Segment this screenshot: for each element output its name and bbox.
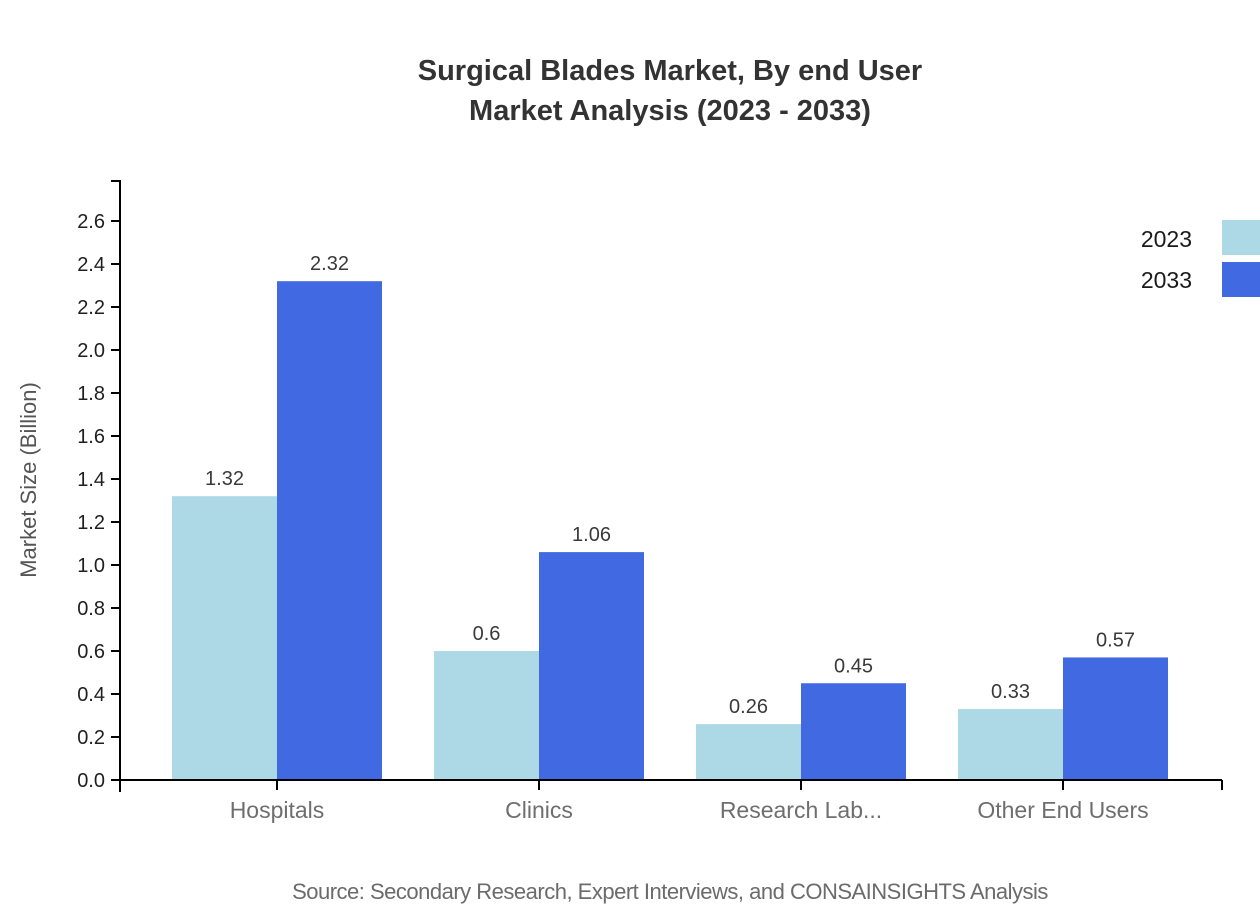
- bar-value-label: 2.32: [310, 253, 349, 275]
- y-tick-label: 2.4: [77, 254, 105, 276]
- chart-title-line2: Market Analysis (2023 - 2033): [469, 95, 871, 127]
- bar-2033-hospitals: [277, 281, 382, 780]
- bar-value-label: 0.45: [834, 655, 873, 677]
- legend-swatch-2033: [1222, 262, 1260, 297]
- y-tick-label: 0.4: [77, 684, 105, 706]
- bar-2023-hospitals: [172, 496, 277, 780]
- legend: 2023 2033: [1141, 220, 1260, 297]
- y-tick-label: 1.0: [77, 555, 105, 577]
- y-tick-label: 2.6: [77, 211, 105, 233]
- bar-2023-clinics: [434, 651, 539, 780]
- x-category-label: Other End Users: [977, 797, 1148, 823]
- bar-2033-research-lab-: [801, 683, 906, 780]
- legend-label-2033: 2033: [1141, 267, 1192, 293]
- bar-2023-other-end-users: [958, 709, 1063, 780]
- y-tick-label: 1.8: [77, 383, 105, 405]
- y-tick-label: 0.8: [77, 598, 105, 620]
- x-category-label: Clinics: [505, 797, 573, 823]
- y-tick-label: 0.6: [77, 641, 105, 663]
- x-category-label: Research Lab...: [720, 797, 882, 823]
- bar-value-label: 0.6: [473, 623, 501, 645]
- y-tick-label: 0.0: [77, 770, 105, 792]
- y-tick-label: 2.0: [77, 340, 105, 362]
- axes-layer: Hospitals Clinics Research Lab... Other End…: [77, 180, 1223, 823]
- bar-value-label: 0.57: [1096, 629, 1135, 651]
- y-tick-label: 1.4: [77, 469, 105, 491]
- y-tick-label: 0.2: [77, 727, 105, 749]
- legend-label-2023: 2023: [1141, 226, 1192, 252]
- y-tick-label: 1.2: [77, 512, 105, 534]
- bars-layer: 1.32 2.32 0.6 1.06 0.26 0.45 0.33 0.57: [172, 253, 1168, 780]
- chart-title-line1: Surgical Blades Market, By end User: [418, 55, 922, 87]
- x-category-label: Hospitals: [230, 797, 325, 823]
- y-axis-title: Market Size (Billion): [16, 382, 41, 578]
- bar-2033-other-end-users: [1063, 657, 1168, 780]
- legend-swatch-2023: [1222, 220, 1260, 255]
- bar-value-label: 0.26: [729, 696, 768, 718]
- y-tick-label: 2.2: [77, 297, 105, 319]
- bar-2033-clinics: [539, 552, 644, 780]
- y-tick-label: 1.6: [77, 426, 105, 448]
- bar-value-label: 1.32: [205, 468, 244, 490]
- bar-value-label: 0.33: [991, 681, 1030, 703]
- bar-value-label: 1.06: [572, 524, 611, 546]
- source-note: Source: Secondary Research, Expert Inter…: [292, 879, 1048, 904]
- bar-2023-research-lab-: [696, 724, 801, 780]
